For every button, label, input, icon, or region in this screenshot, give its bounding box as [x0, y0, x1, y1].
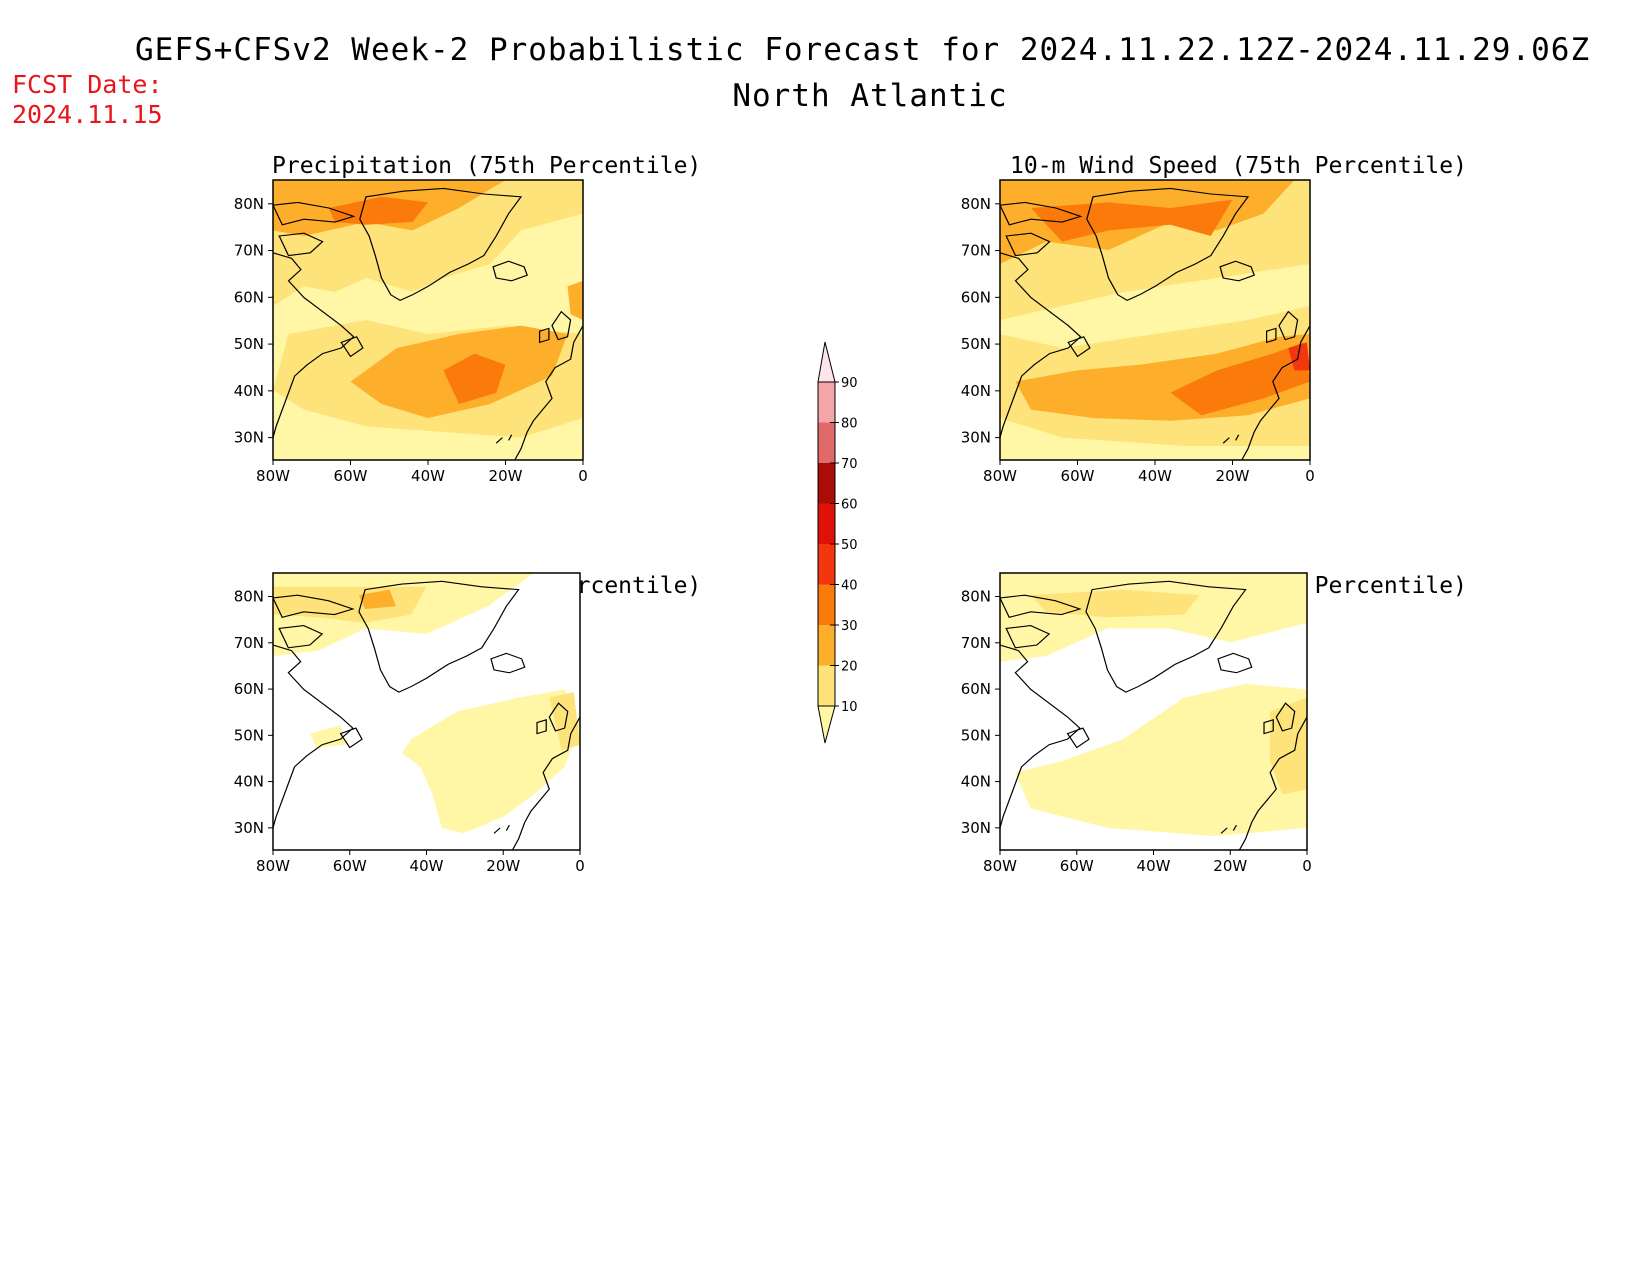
region-subtitle: North Atlantic	[732, 78, 1008, 114]
lon-tick-label: 20W	[1213, 857, 1247, 875]
colorbar: 10 20 30 40 50 60 70 80 90	[817, 341, 858, 744]
lat-tick-label: 80N	[961, 195, 991, 213]
panel-title-precip-75: Precipitation (75th Percentile)	[272, 153, 702, 179]
lat-tick-label: 40N	[234, 382, 264, 400]
probability-shading	[1270, 697, 1307, 795]
lat-tick-label: 70N	[961, 634, 991, 652]
map-panel-wind-90: 80N 70N 60N 50N 40N 30N 80W 60W 40W 20W 0	[961, 572, 1312, 875]
lon-tick-label: 60W	[1060, 857, 1094, 875]
colorbar-tick-label: 10	[841, 700, 858, 715]
map-panel-precip-75: 80N 70N 60N 50N 40N 30N 80W 60W 40W 20W 0	[234, 179, 588, 485]
probability-shading	[549, 692, 580, 751]
lon-tick-label: 80W	[983, 857, 1017, 875]
colorbar-segment	[818, 503, 835, 544]
lat-tick-label: 70N	[961, 242, 991, 260]
colorbar-tick-label: 80	[841, 417, 858, 432]
lon-tick-label: 0	[1305, 467, 1315, 485]
lon-tick-label: 80W	[983, 467, 1017, 485]
lat-tick-label: 80N	[961, 588, 991, 606]
probability-shading	[309, 725, 347, 748]
lon-tick-label: 60W	[1061, 467, 1095, 485]
lon-tick-label: 40W	[1137, 857, 1171, 875]
lat-tick-label: 30N	[961, 819, 991, 837]
colorbar-segment	[818, 382, 835, 423]
colorbar-tick-label: 40	[841, 579, 858, 594]
colorbar-tick-label: 30	[841, 619, 858, 634]
lat-tick-label: 70N	[234, 634, 264, 652]
lat-tick-label: 40N	[234, 773, 264, 791]
colorbar-segment	[818, 463, 835, 504]
lat-tick-label: 30N	[961, 429, 991, 447]
lat-tick-label: 80N	[234, 588, 264, 606]
lat-tick-label: 50N	[961, 726, 991, 744]
lon-tick-label: 0	[575, 857, 585, 875]
lon-tick-label: 80W	[256, 857, 290, 875]
fcst-date-label: FCST Date:	[12, 70, 163, 99]
colorbar-segment	[818, 544, 835, 585]
lon-tick-label: 20W	[489, 467, 523, 485]
lon-tick-label: 40W	[410, 857, 444, 875]
probability-shading	[567, 280, 583, 320]
colorbar-lower-extension	[817, 705, 836, 744]
lon-tick-label: 60W	[334, 467, 368, 485]
probability-shading	[1030, 589, 1200, 618]
lat-tick-label: 70N	[234, 242, 264, 260]
lat-tick-label: 60N	[234, 680, 264, 698]
fcst-date-value: 2024.11.15	[12, 100, 163, 129]
lon-tick-label: 80W	[256, 467, 290, 485]
lat-tick-label: 50N	[961, 335, 991, 353]
lat-tick-label: 40N	[961, 382, 991, 400]
probability-shading	[1031, 199, 1233, 242]
colorbar-tick-label: 90	[841, 376, 858, 391]
lat-tick-label: 30N	[234, 819, 264, 837]
colorbar-tick-label: 60	[841, 498, 858, 513]
colorbar-tick-label: 70	[841, 457, 858, 472]
lat-tick-label: 50N	[234, 335, 264, 353]
probability-shading	[443, 353, 506, 404]
map-panels: 80N 70N 60N 50N 40N 30N 80W 60W 40W 20W 0 80N 70N 60N…	[234, 179, 1315, 875]
map-panel-wind-75: 80N 70N 60N 50N 40N 30N 80W 60W 40W 20W 0	[961, 179, 1315, 485]
lon-tick-label: 40W	[411, 467, 445, 485]
probability-shading	[328, 196, 428, 225]
lon-tick-label: 20W	[486, 857, 520, 875]
lon-tick-label: 0	[1302, 857, 1312, 875]
lon-tick-label: 40W	[1138, 467, 1172, 485]
probability-shading	[358, 589, 396, 610]
lat-tick-label: 60N	[961, 288, 991, 306]
probability-shading	[1288, 342, 1310, 371]
probability-shading	[401, 689, 580, 834]
lat-tick-label: 50N	[234, 726, 264, 744]
panel-title-wind-75: 10-m Wind Speed (75th Percentile)	[1010, 153, 1467, 179]
colorbar-tick-label: 50	[841, 538, 858, 553]
lon-tick-label: 60W	[333, 857, 367, 875]
main-title: GEFS+CFSv2 Week-2 Probabilistic Forecast…	[135, 32, 1591, 68]
map-panel-precip-90: 80N 70N 60N 50N 40N 30N 80W 60W 40W 20W 0	[234, 572, 585, 875]
colorbar-tick-label: 20	[841, 660, 858, 675]
lat-tick-label: 30N	[234, 429, 264, 447]
lat-tick-label: 80N	[234, 195, 264, 213]
lat-tick-label: 60N	[961, 680, 991, 698]
lat-tick-label: 40N	[961, 773, 991, 791]
colorbar-upper-extension	[817, 341, 836, 383]
lon-tick-label: 20W	[1216, 467, 1250, 485]
colorbar-segment	[818, 584, 835, 625]
lon-tick-label: 0	[578, 467, 588, 485]
probability-shading	[1015, 683, 1307, 837]
colorbar-segment	[818, 665, 835, 706]
lat-tick-label: 60N	[234, 288, 264, 306]
colorbar-segment	[818, 422, 835, 463]
colorbar-segment	[818, 625, 835, 666]
probability-shading	[1170, 342, 1310, 416]
